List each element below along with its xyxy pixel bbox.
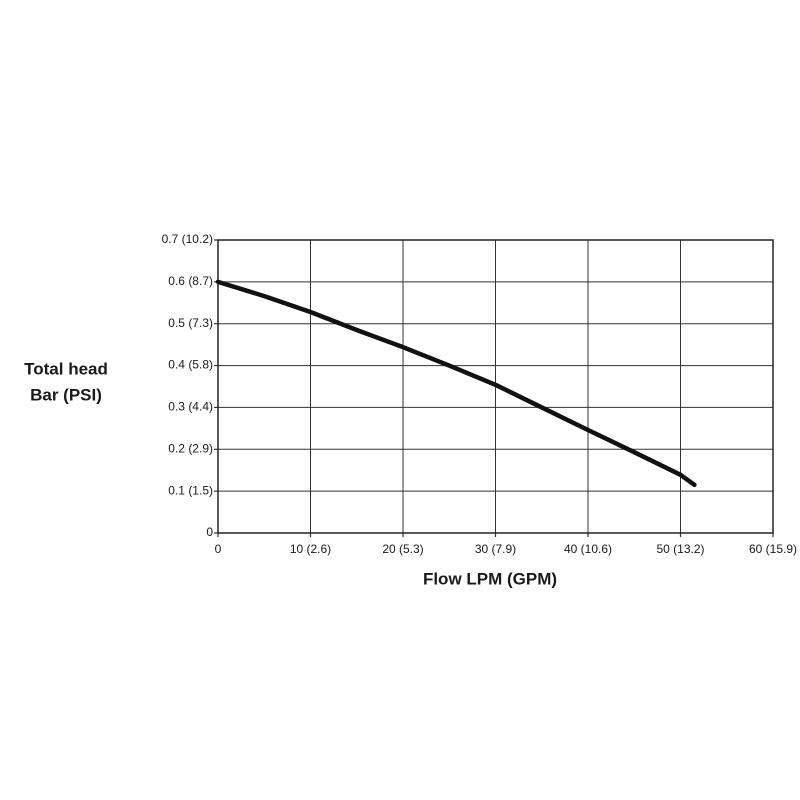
y-tick-label: 0.5 (7.3) [168, 316, 213, 330]
y-tick-label: 0.3 (4.4) [168, 400, 213, 414]
plot-frame [217, 239, 774, 534]
x-tick-label: 40 (10.6) [564, 542, 612, 556]
y-tick-label: 0.6 (8.7) [168, 274, 213, 288]
y-tick-label: 0.2 (2.9) [168, 441, 213, 455]
y-axis-label: Total head [24, 359, 108, 378]
x-axis-label: Flow LPM (GPM) [423, 569, 557, 588]
y-tick-label: 0 [206, 525, 213, 539]
x-tick-label: 20 (5.3) [382, 542, 423, 556]
x-tick-label: 60 (15.9) [749, 542, 797, 556]
y-tick-label: 0.4 (5.8) [168, 358, 213, 372]
x-tick-label: 30 (7.9) [475, 542, 516, 556]
y-tick-label: 0.7 (10.2) [162, 232, 213, 246]
curve [215, 279, 697, 488]
x-tick-label: 50 (13.2) [656, 542, 704, 556]
x-tick-label: 10 (2.6) [290, 542, 331, 556]
y-tick-label: 0.1 (1.5) [168, 483, 213, 497]
y-axis-label: Bar (PSI) [30, 385, 102, 404]
x-tick-label: 0 [215, 542, 222, 556]
